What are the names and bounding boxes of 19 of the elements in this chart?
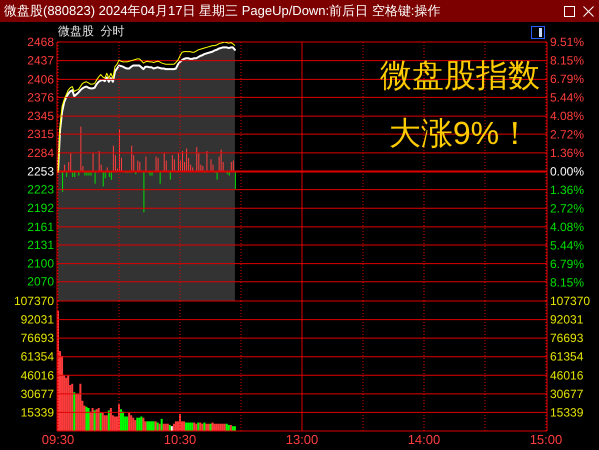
y2-tick-label: 61354 [550,350,584,364]
x-tick-label: 15:00 [530,432,562,447]
y-tick-label: 76693 [20,331,54,346]
y-tick-label: 92031 [20,312,54,327]
x-tick-label: 14:00 [408,432,440,447]
y-tick-label: 46016 [20,368,54,382]
y2-tick-label: 107370 [550,294,590,308]
x-tick-label: 10:30 [164,432,196,447]
y2-tick-label: 30677 [550,386,584,401]
y-tick-label: 15339 [20,405,54,420]
y-tick-label: 107370 [14,294,54,308]
y2-tick-label: 76693 [550,331,584,346]
y2-tick-label: 46016 [550,368,584,382]
x-tick-label: 09:30 [42,432,74,447]
y2-tick-label: 15339 [550,405,584,420]
x-tick-label: 13:00 [286,432,318,447]
y2-tick-label: 92031 [550,312,584,327]
y-tick-label: 30677 [20,386,54,401]
y-tick-label: 61354 [20,350,54,364]
